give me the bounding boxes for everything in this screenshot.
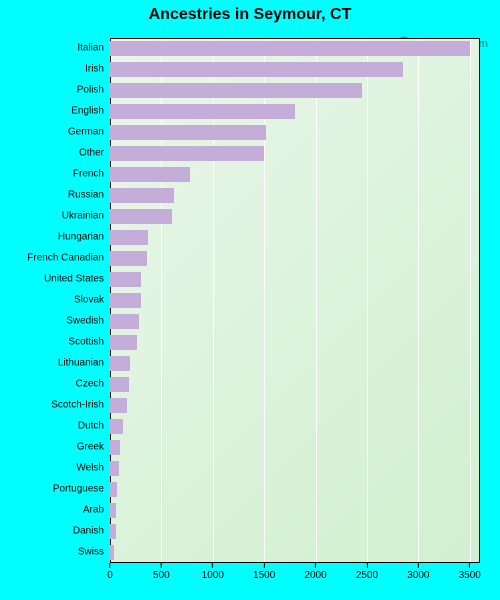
bar-label: Hungarian — [58, 232, 104, 243]
x-tick-label: 1000 — [202, 570, 224, 581]
bar-row: Russian — [110, 188, 480, 203]
x-tick: 500 — [153, 563, 170, 581]
bar — [110, 62, 403, 77]
bar-label: Czech — [76, 379, 104, 390]
bar — [110, 251, 147, 266]
bar — [110, 503, 116, 518]
bar-row: Polish — [110, 83, 480, 98]
x-tick-label: 2500 — [356, 570, 378, 581]
bar — [110, 524, 116, 539]
bar — [110, 314, 139, 329]
bar-label: Portuguese — [53, 484, 104, 495]
x-tick: 2000 — [304, 563, 326, 581]
x-tick: 2500 — [356, 563, 378, 581]
bar-row: Irish — [110, 62, 480, 77]
x-tick-label: 1500 — [253, 570, 275, 581]
bar-label: Greek — [77, 442, 104, 453]
bar-row: Ukrainian — [110, 209, 480, 224]
bar — [110, 482, 117, 497]
bar-label: Italian — [77, 43, 104, 54]
bar — [110, 272, 141, 287]
bar — [110, 83, 362, 98]
x-tick: 0 — [107, 563, 113, 581]
bar-label: Lithuanian — [58, 358, 104, 369]
bar — [110, 419, 123, 434]
x-tick-label: 3000 — [407, 570, 429, 581]
bar-row: German — [110, 125, 480, 140]
bar-row: Italian — [110, 41, 480, 56]
bar-row: Czech — [110, 377, 480, 392]
bar — [110, 461, 119, 476]
bar — [110, 104, 295, 119]
bar-row: Dutch — [110, 419, 480, 434]
bar-label: Dutch — [78, 421, 104, 432]
chart-title: Ancestries in Seymour, CT — [0, 6, 500, 24]
bar — [110, 230, 148, 245]
bar-label: Polish — [77, 85, 104, 96]
bar-row: Welsh — [110, 461, 480, 476]
bar — [110, 545, 114, 560]
bar — [110, 125, 266, 140]
bar-row: Lithuanian — [110, 356, 480, 371]
bar-row: Other — [110, 146, 480, 161]
x-tick: 1500 — [253, 563, 275, 581]
bar — [110, 293, 141, 308]
bar-label: Welsh — [76, 463, 104, 474]
bar-label: French — [73, 169, 104, 180]
bar-label: Russian — [68, 190, 104, 201]
bar-row: French Canadian — [110, 251, 480, 266]
x-tick-label: 0 — [107, 570, 113, 581]
x-tick: 1000 — [202, 563, 224, 581]
bar-row: Danish — [110, 524, 480, 539]
bar-label: French Canadian — [27, 253, 104, 264]
bar-label: Irish — [85, 64, 104, 75]
bar — [110, 146, 264, 161]
bar-row: English — [110, 104, 480, 119]
bar-row: Portuguese — [110, 482, 480, 497]
bar-label: English — [71, 106, 104, 117]
bar-row: French — [110, 167, 480, 182]
page: Ancestries in Seymour, CT City-Data.com … — [0, 0, 500, 600]
bar-label: Other — [79, 148, 104, 159]
x-tick-label: 500 — [153, 570, 170, 581]
bar-row: Slovak — [110, 293, 480, 308]
bar-row: Hungarian — [110, 230, 480, 245]
bar-row: Greek — [110, 440, 480, 455]
bar — [110, 335, 137, 350]
bar-label: Danish — [73, 526, 104, 537]
bar — [110, 440, 120, 455]
bar-row: United States — [110, 272, 480, 287]
x-tick-label: 2000 — [304, 570, 326, 581]
plot-area: 0500100015002000250030003500ItalianIrish… — [110, 38, 480, 563]
bar-row: Swiss — [110, 545, 480, 560]
bar-row: Swedish — [110, 314, 480, 329]
bar-row: Arab — [110, 503, 480, 518]
x-tick: 3000 — [407, 563, 429, 581]
bar-label: Slovak — [74, 295, 104, 306]
bar-label: Scotch-Irish — [51, 400, 104, 411]
bar-label: Ukrainian — [62, 211, 104, 222]
bar — [110, 398, 127, 413]
bar-row: Scotch-Irish — [110, 398, 480, 413]
bar — [110, 209, 172, 224]
x-tick: 3500 — [459, 563, 481, 581]
bar — [110, 356, 130, 371]
bar — [110, 41, 470, 56]
bar — [110, 377, 129, 392]
bar-label: Arab — [83, 505, 104, 516]
bar-label: United States — [44, 274, 104, 285]
bar-label: Swedish — [66, 316, 104, 327]
bar-label: Scottish — [68, 337, 104, 348]
bar-label: Swiss — [78, 547, 104, 558]
bar — [110, 188, 174, 203]
bar-row: Scottish — [110, 335, 480, 350]
x-tick-label: 3500 — [459, 570, 481, 581]
bar — [110, 167, 190, 182]
bar-label: German — [68, 127, 104, 138]
